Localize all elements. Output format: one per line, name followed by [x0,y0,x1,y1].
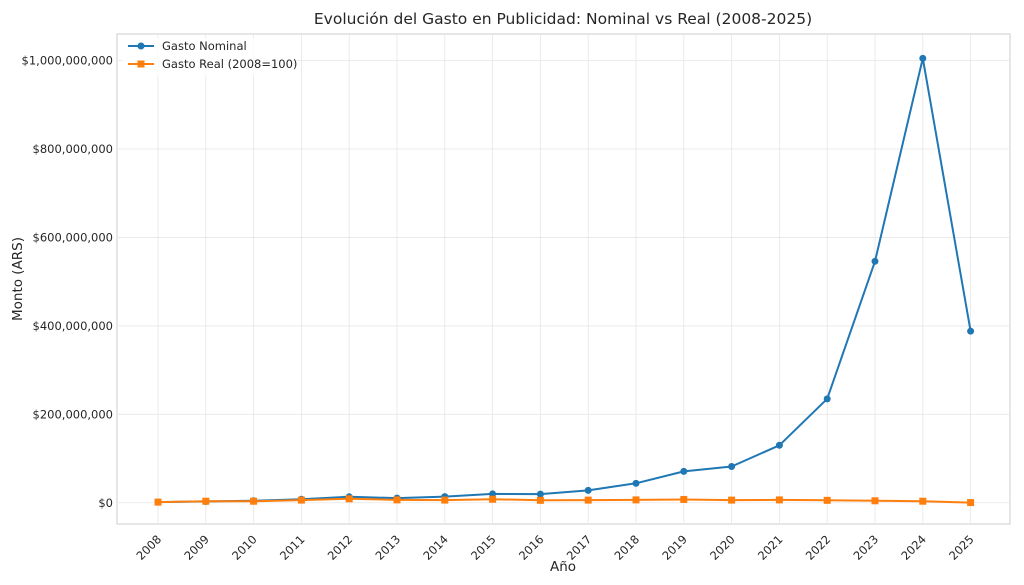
legend: Gasto Nominal Gasto Real (2008=100) [122,38,297,76]
data-point-nominal [536,490,544,498]
x-tick-label: 2024 [898,532,929,563]
y-tick-label: $0 [98,496,113,510]
data-point-nominal [871,257,879,265]
y-tick-label: $1,000,000,000 [22,54,113,68]
data-point-real [919,497,927,505]
x-tick-label: 2018 [612,532,643,563]
data-point-real [202,497,210,505]
data-point-real [297,496,305,504]
data-point-real [632,496,640,504]
data-point-real [584,496,592,504]
x-tick-label: 2015 [468,532,499,563]
y-tick-label: $800,000,000 [33,142,113,156]
data-point-nominal [967,327,975,335]
data-point-nominal [823,395,831,403]
data-point-nominal [919,54,927,62]
data-point-real [154,498,162,506]
data-point-nominal [728,463,736,471]
series-line-real [157,497,971,504]
data-point-real [823,496,831,504]
x-axis-label: Año [550,559,576,575]
data-point-real [775,496,783,504]
data-point-real [250,497,258,505]
data-point-real [536,496,544,504]
data-point-nominal [489,490,497,498]
x-tick-label: 2016 [516,532,547,563]
data-point-real [345,495,353,503]
data-point-real [680,495,688,503]
plot-area [116,33,1011,525]
x-tick-label: 2021 [755,532,786,563]
series-layer [154,54,975,507]
data-point-real [393,496,401,504]
y-tick-label: $600,000,000 [33,230,113,244]
legend-label-real: Gasto Real (2008=100) [162,57,297,71]
data-point-nominal [584,486,592,494]
x-tick-label: 2019 [659,532,690,563]
chart-title: Evolución del Gasto en Publicidad: Nomin… [314,10,812,28]
data-point-nominal [632,479,640,487]
legend-marker-nominal [137,42,145,50]
data-point-real [728,496,736,504]
x-tick-label: 2014 [420,532,451,563]
data-point-nominal [775,441,783,449]
y-axis-ticks: $0 $200,000,000 $400,000,000 $600,000,000 $8… [22,54,113,510]
y-tick-label: $200,000,000 [33,407,113,421]
x-tick-label: 2011 [277,532,308,563]
x-tick-label: 2023 [851,532,882,563]
x-tick-label: 2008 [134,532,165,563]
x-tick-label: 2009 [181,532,212,563]
x-tick-label: 2022 [803,532,834,563]
data-point-real [967,499,975,507]
y-axis-label: Monto (ARS) [10,237,26,321]
data-point-real [871,497,879,505]
legend-box [122,38,294,76]
x-tick-label: 2020 [707,532,738,563]
data-point-nominal [680,467,688,475]
data-point-real [441,496,449,504]
x-tick-label: 2013 [373,532,404,563]
x-tick-label: 2010 [229,532,260,563]
legend-marker-real [137,60,145,68]
y-tick-label: $400,000,000 [33,319,113,333]
legend-label-nominal: Gasto Nominal [162,39,247,53]
data-point-real [489,495,497,503]
x-tick-label: 2025 [946,532,977,563]
x-tick-label: 2012 [325,532,356,563]
